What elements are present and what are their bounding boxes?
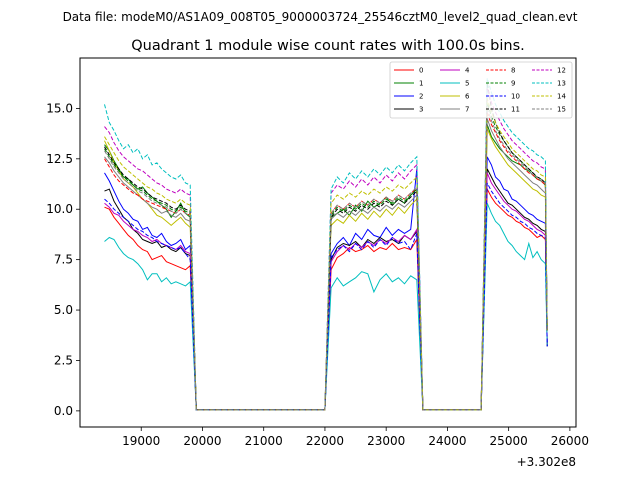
legend-label-6: 6 — [465, 93, 470, 101]
y-tick-label: 7.5 — [54, 253, 73, 267]
y-tick-label: 10.0 — [46, 202, 73, 216]
x-tick-label: 26000 — [551, 434, 589, 448]
legend-label-2: 2 — [419, 93, 423, 101]
plot-lines — [104, 78, 548, 411]
series-line-7 — [104, 118, 548, 411]
y-tick-label: 15.0 — [46, 101, 73, 115]
legend-label-7: 7 — [465, 106, 469, 114]
x-tick-label: 22000 — [306, 434, 344, 448]
legend-label-3: 3 — [419, 106, 423, 114]
x-offset-label: +3.302e8 — [517, 455, 576, 469]
series-line-15 — [104, 108, 548, 411]
series-line-3 — [104, 168, 548, 411]
legend-label-13: 13 — [557, 80, 566, 88]
series-line-13 — [104, 78, 548, 411]
legend-label-8: 8 — [511, 67, 515, 75]
y-tick-label: 0.0 — [54, 404, 73, 418]
series-line-11 — [104, 82, 548, 411]
x-tick-label: 20000 — [183, 434, 221, 448]
y-tick-label: 12.5 — [46, 152, 73, 166]
chart-title: Quadrant 1 module wise count rates with … — [131, 38, 525, 54]
legend-box — [389, 61, 573, 119]
series-line-8 — [104, 112, 548, 411]
series-line-0 — [104, 187, 548, 411]
legend-label-4: 4 — [465, 67, 470, 75]
series-line-10 — [104, 182, 548, 411]
x-tick-label: 24000 — [428, 434, 466, 448]
y-tick-label: 2.5 — [54, 353, 73, 367]
legend-label-0: 0 — [419, 67, 423, 75]
suptitle: Data file: modeM0/AS1A09_008T05_90000037… — [63, 10, 578, 24]
legend-label-1: 1 — [419, 80, 423, 88]
legend-label-11: 11 — [511, 106, 520, 114]
series-line-4 — [104, 172, 548, 411]
legend-label-12: 12 — [557, 67, 566, 75]
series-line-12 — [104, 88, 548, 411]
legend-label-5: 5 — [465, 80, 469, 88]
x-axis: 19000 20000 21000 22000 23000 24000 25000 26000 — [122, 427, 589, 448]
x-tick-label: 23000 — [367, 434, 405, 448]
series-line-2 — [104, 156, 548, 411]
legend-label-10: 10 — [511, 93, 520, 101]
x-tick-label: 25000 — [490, 434, 528, 448]
plot-frame — [79, 57, 577, 428]
x-tick-label: 21000 — [245, 434, 283, 448]
legend-label-9: 9 — [511, 80, 515, 88]
legend-label-15: 15 — [557, 106, 566, 114]
y-tick-label: 5.0 — [54, 303, 73, 317]
series-line-14 — [104, 98, 548, 411]
x-tick-label: 19000 — [122, 434, 160, 448]
series-line-5 — [104, 203, 548, 411]
y-axis: 0.0 2.5 5.0 7.5 10.0 12.5 15.0 — [46, 101, 80, 418]
legend-label-14: 14 — [557, 93, 566, 101]
